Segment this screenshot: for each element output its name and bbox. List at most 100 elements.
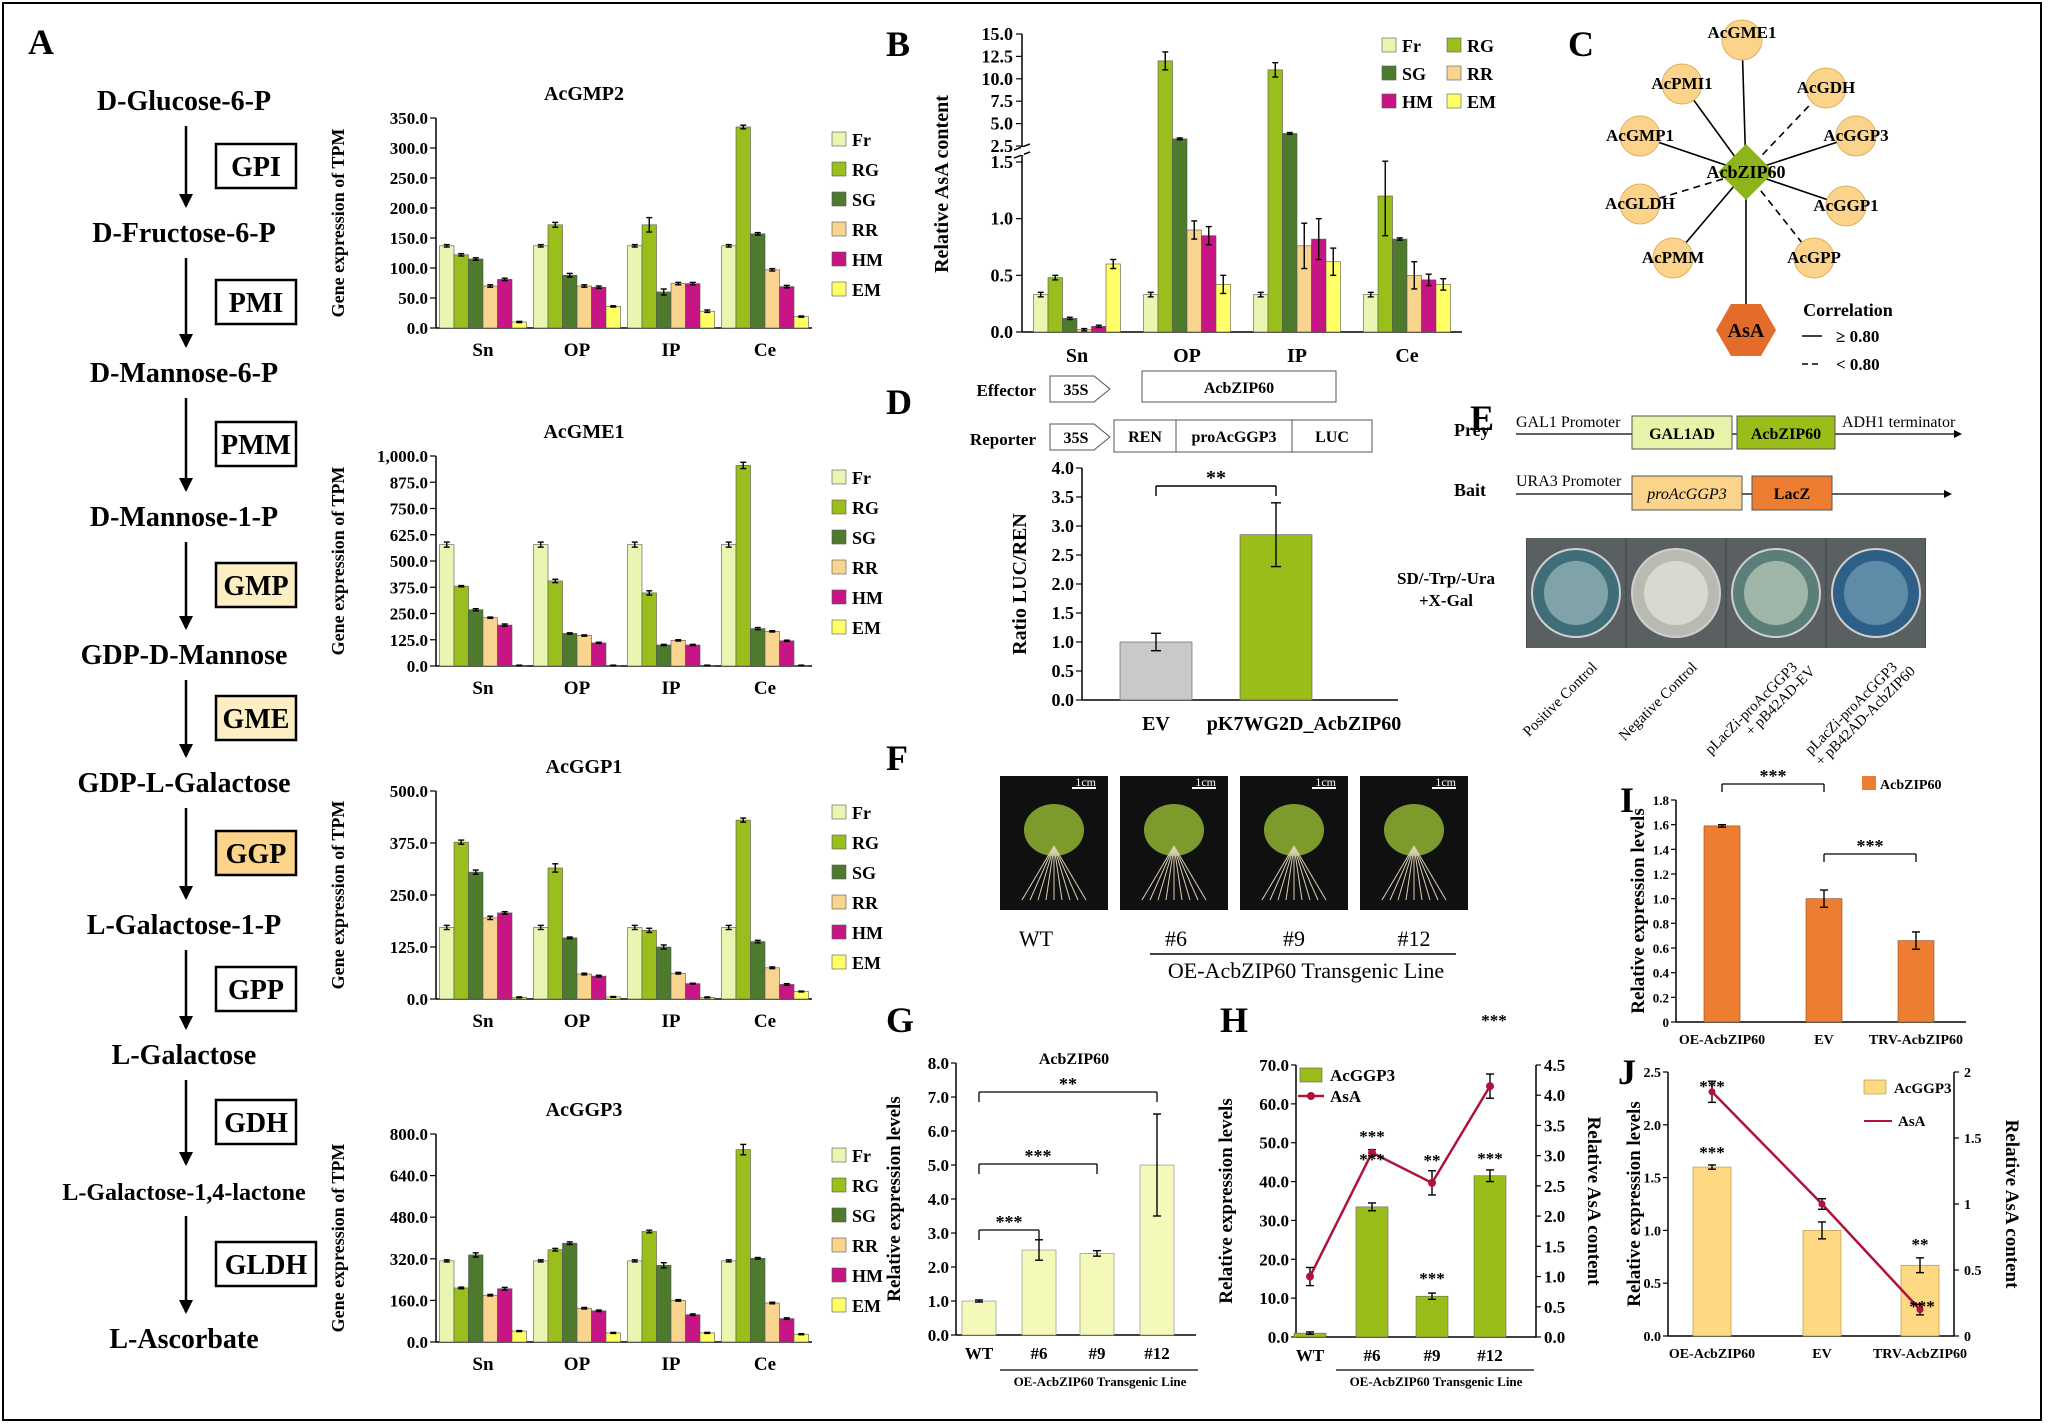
legend-swatch-SG bbox=[831, 191, 847, 207]
bar-Fr bbox=[627, 245, 643, 329]
scale-label: 1cm bbox=[1315, 775, 1336, 789]
network-node-label: AcGPP bbox=[1787, 248, 1841, 267]
yeast-colonies bbox=[1744, 561, 1808, 625]
prey-label: Prey bbox=[1454, 420, 1490, 440]
panel-letter-F: F bbox=[886, 738, 908, 778]
y-tick-label: 0.2 bbox=[1653, 990, 1669, 1005]
group-label: OE-AcbZIP60 Transgenic Line bbox=[1350, 1374, 1523, 1389]
metabolite-4: GDP-D-Mannose bbox=[81, 640, 288, 671]
lacz-box bbox=[1751, 475, 1833, 511]
significance-mark: *** bbox=[996, 1212, 1023, 1232]
network-node-label: AcPMM bbox=[1642, 248, 1704, 267]
x-tick-label: Sn bbox=[472, 340, 494, 361]
significance-mark: ** bbox=[1059, 1074, 1077, 1094]
x-tick-label: #9 bbox=[1089, 1344, 1106, 1363]
plant-root bbox=[1405, 845, 1415, 901]
y-tick-label: 0.0 bbox=[1052, 690, 1075, 710]
enzyme-label-GPI: GPI bbox=[231, 152, 281, 183]
y-tick-label: 1,000.0 bbox=[377, 447, 428, 466]
panel-letter-I: I bbox=[1620, 780, 1634, 820]
plate-caption: Positive Control bbox=[1520, 660, 1601, 741]
y-tick-label: 6.0 bbox=[928, 1122, 949, 1141]
enzyme-label-GMP: GMP bbox=[223, 571, 288, 602]
x-tick-label: WT bbox=[1296, 1346, 1325, 1365]
bait-label: Bait bbox=[1454, 480, 1486, 500]
y-tick-label: 15.0 bbox=[982, 24, 1014, 44]
bar-RG bbox=[453, 1287, 469, 1343]
bar-#9 bbox=[1415, 1295, 1449, 1338]
x-tick-label: OP bbox=[564, 340, 591, 361]
legend-swatch-Fr bbox=[831, 131, 847, 147]
y-axis-label: Ratio LUC/REN bbox=[1009, 513, 1031, 655]
y-axis-label: Relative expression levels bbox=[1216, 1098, 1237, 1303]
bar-SG bbox=[1282, 133, 1298, 333]
arrow-head bbox=[179, 194, 193, 208]
chart-title: AcbZIP60 bbox=[1039, 1051, 1109, 1068]
network-node bbox=[1835, 115, 1877, 157]
asa-point bbox=[1368, 1148, 1376, 1157]
legend-label-EM: EM bbox=[852, 1296, 881, 1316]
bar-RG bbox=[1157, 60, 1173, 333]
y-tick-label: 0.5 bbox=[1052, 661, 1075, 681]
metabolite-0: D-Glucose-6-P bbox=[97, 86, 271, 117]
enzyme-label-GGP: GGP bbox=[226, 839, 287, 870]
bar-RG bbox=[641, 224, 657, 329]
enzyme-box-PMM bbox=[214, 420, 298, 468]
enzyme-label-GDH: GDH bbox=[224, 1108, 288, 1139]
bar-SG bbox=[656, 1265, 672, 1343]
y-tick-label: 160.0 bbox=[390, 1291, 428, 1310]
enzyme-box-PMI bbox=[214, 278, 298, 326]
y-tick-label: 0.5 bbox=[991, 265, 1014, 285]
y-tick-label: 625.0 bbox=[390, 526, 428, 545]
plant-root bbox=[1413, 845, 1423, 901]
y-tick-label: 480.0 bbox=[390, 1208, 428, 1227]
y2-tick-label: 0.5 bbox=[1964, 1264, 1982, 1279]
hub-label: AcbZIP60 bbox=[1706, 162, 1785, 182]
target-label: AsA bbox=[1728, 320, 1765, 342]
bar-RG bbox=[735, 465, 751, 667]
y2-tick-label: 4.0 bbox=[1544, 1086, 1565, 1105]
y-tick-label: 1.6 bbox=[1653, 818, 1670, 833]
bar-Fr bbox=[533, 927, 549, 1000]
plate-caption: Negative Control bbox=[1616, 660, 1701, 745]
x-tick-label: EV bbox=[1812, 1347, 1831, 1362]
y-tick-label: 300.0 bbox=[390, 139, 428, 158]
legend-label-Fr: Fr bbox=[852, 468, 871, 488]
significance-mark: ** bbox=[1424, 1151, 1441, 1170]
effector-gene-label: AcbZIP60 bbox=[1204, 380, 1274, 397]
x-tick-label: Sn bbox=[472, 1011, 494, 1032]
legend-label-HM: HM bbox=[852, 588, 883, 608]
y-tick-label: 375.0 bbox=[390, 834, 428, 853]
bar-OE-AcbZIP60 bbox=[1703, 825, 1741, 1023]
y2-tick-label: 4.5 bbox=[1544, 1056, 1565, 1075]
legend-label-SG: SG bbox=[852, 863, 876, 883]
legend-label: AsA bbox=[1898, 1114, 1926, 1130]
enzyme-label-GPP: GPP bbox=[228, 975, 284, 1006]
panel-letter-J: J bbox=[1618, 1052, 1636, 1092]
effector-gene-box bbox=[1141, 370, 1337, 403]
legend-label-SG: SG bbox=[852, 190, 876, 210]
x-tick-label: Ce bbox=[754, 1011, 776, 1032]
x-tick-label: Ce bbox=[754, 340, 776, 361]
bar-RR bbox=[764, 631, 780, 667]
legend-swatch-HM bbox=[831, 251, 847, 267]
y-tick-label: 3.0 bbox=[1052, 516, 1075, 536]
metabolite-1: D-Fructose-6-P bbox=[92, 218, 275, 249]
bar-RG bbox=[453, 841, 469, 1000]
bar-SG bbox=[562, 633, 578, 667]
y-tick-label: 0.0 bbox=[407, 990, 428, 1009]
arrow-head bbox=[179, 1300, 193, 1314]
y-tick-label: 320.0 bbox=[390, 1250, 428, 1269]
asa-point bbox=[1306, 1272, 1314, 1281]
plant-root bbox=[1293, 845, 1327, 901]
plant-label: #6 bbox=[1165, 926, 1187, 951]
bar-#9 bbox=[1079, 1253, 1115, 1336]
y-tick-label: 0.5 bbox=[1644, 1277, 1662, 1292]
plant-root bbox=[1269, 845, 1295, 901]
bar-RR bbox=[670, 1300, 686, 1343]
y-tick-label: 1.5 bbox=[991, 152, 1014, 172]
y-axis-label: Gene expression of TPM bbox=[328, 129, 348, 318]
plant-label: #12 bbox=[1398, 926, 1431, 951]
network-node bbox=[1652, 237, 1694, 279]
bar-HM bbox=[685, 644, 701, 667]
